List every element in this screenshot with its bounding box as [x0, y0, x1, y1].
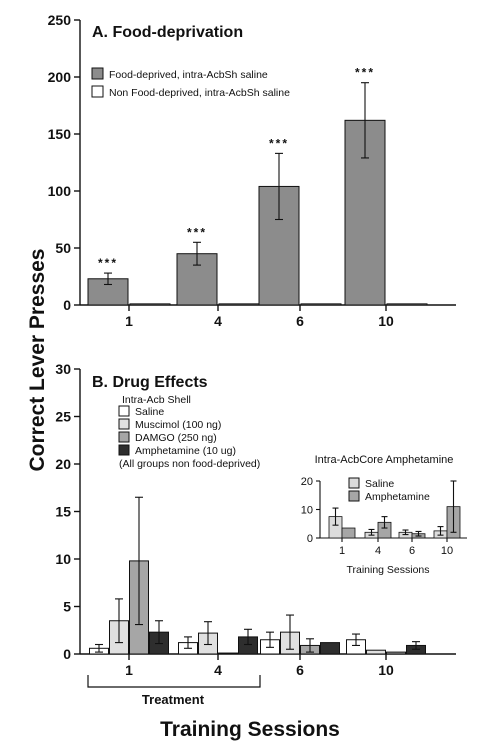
x-tick-label: 1: [339, 545, 345, 557]
y-tick-label: 200: [48, 69, 72, 85]
x-tick-label: 10: [378, 313, 394, 329]
bar: [300, 303, 342, 306]
panel-b-legend-title: Intra-Acb Shell: [122, 394, 191, 406]
bar: [366, 649, 386, 655]
x-tick-label: 4: [214, 313, 222, 329]
y-tick-label: 150: [48, 126, 72, 142]
legend-swatch: [348, 477, 360, 489]
y-tick-label: 250: [48, 12, 72, 28]
inset-title: Intra-AcbCore Amphetamine: [315, 454, 454, 466]
bar: [341, 527, 356, 539]
bar: [218, 652, 238, 655]
bar: [176, 253, 218, 306]
legend-label: DAMGO (250 ng): [135, 432, 217, 444]
y-tick-label: 100: [48, 183, 72, 199]
x-tick-label: 6: [409, 545, 415, 557]
significance-label: ***: [98, 256, 118, 270]
inset-xlabel: Training Sessions: [346, 564, 429, 576]
x-tick-label: 6: [296, 313, 304, 329]
x-tick-label: 10: [441, 545, 453, 557]
x-tick-label: 1: [125, 313, 133, 329]
x-tick-label: 1: [125, 662, 133, 678]
y-tick-label: 25: [55, 409, 71, 425]
x-tick-label: 4: [375, 545, 381, 557]
legend-swatch: [348, 490, 360, 502]
significance-label: ***: [355, 66, 375, 80]
bar: [386, 303, 428, 306]
bar: [320, 642, 340, 655]
figure-xlabel: Training Sessions: [160, 718, 340, 741]
legend-swatch: [91, 67, 104, 80]
inset-chart: Intra-AcbCore Amphetamine Training Sessi…: [301, 454, 467, 576]
y-tick-label: 20: [55, 456, 71, 472]
y-tick-label: 5: [63, 599, 71, 615]
legend-label: Non Food-deprived, intra-AcbSh saline: [109, 87, 290, 99]
legend-label: Muscimol (100 ng): [135, 419, 221, 431]
significance-label: ***: [187, 225, 207, 239]
bar: [218, 303, 260, 306]
x-tick-label: 10: [378, 662, 394, 678]
treatment-bracket: [87, 675, 261, 688]
panel-b-chart: B. Drug Effects Intra-Acb Shell SalineMu…: [55, 361, 456, 707]
legend-swatch: [91, 85, 104, 98]
bar: [386, 651, 406, 655]
panel-b-title: B. Drug Effects: [92, 374, 208, 391]
panel-a-title: A. Food-deprivation: [92, 24, 243, 41]
figure-ylabel: Correct Lever Presses: [26, 249, 49, 472]
legend-swatch: [118, 418, 130, 430]
legend-swatch: [118, 405, 130, 417]
legend-label: Saline: [365, 478, 394, 490]
y-tick-label: 0: [307, 533, 313, 545]
y-tick-label: 0: [63, 297, 71, 313]
legend-label: Amphetamine: [365, 491, 430, 503]
y-tick-label: 20: [301, 476, 313, 488]
panel-a-chart: A. Food-deprivation Food-deprived, intra…: [48, 12, 456, 329]
y-tick-label: 15: [55, 504, 71, 520]
legend-label: Amphetamine (10 ug): [135, 445, 236, 457]
y-tick-label: 10: [301, 504, 313, 516]
legend-label: Food-deprived, intra-AcbSh saline: [109, 69, 268, 81]
y-tick-label: 50: [55, 240, 71, 256]
panel-b-legend-note: (All groups non food-deprived): [119, 458, 260, 470]
bar: [129, 303, 171, 306]
significance-label: ***: [269, 136, 289, 150]
y-tick-label: 0: [63, 646, 71, 662]
panel-a-legend: Food-deprived, intra-AcbSh saline Non Foo…: [91, 67, 290, 99]
legend-swatch: [118, 431, 130, 443]
y-tick-label: 10: [55, 551, 71, 567]
y-tick-label: 30: [55, 361, 71, 377]
legend-label: Saline: [135, 406, 164, 418]
x-tick-label: 6: [296, 662, 304, 678]
x-tick-label: 4: [214, 662, 222, 678]
panel-b-bracket-label: Treatment: [142, 692, 205, 707]
legend-swatch: [118, 444, 130, 456]
